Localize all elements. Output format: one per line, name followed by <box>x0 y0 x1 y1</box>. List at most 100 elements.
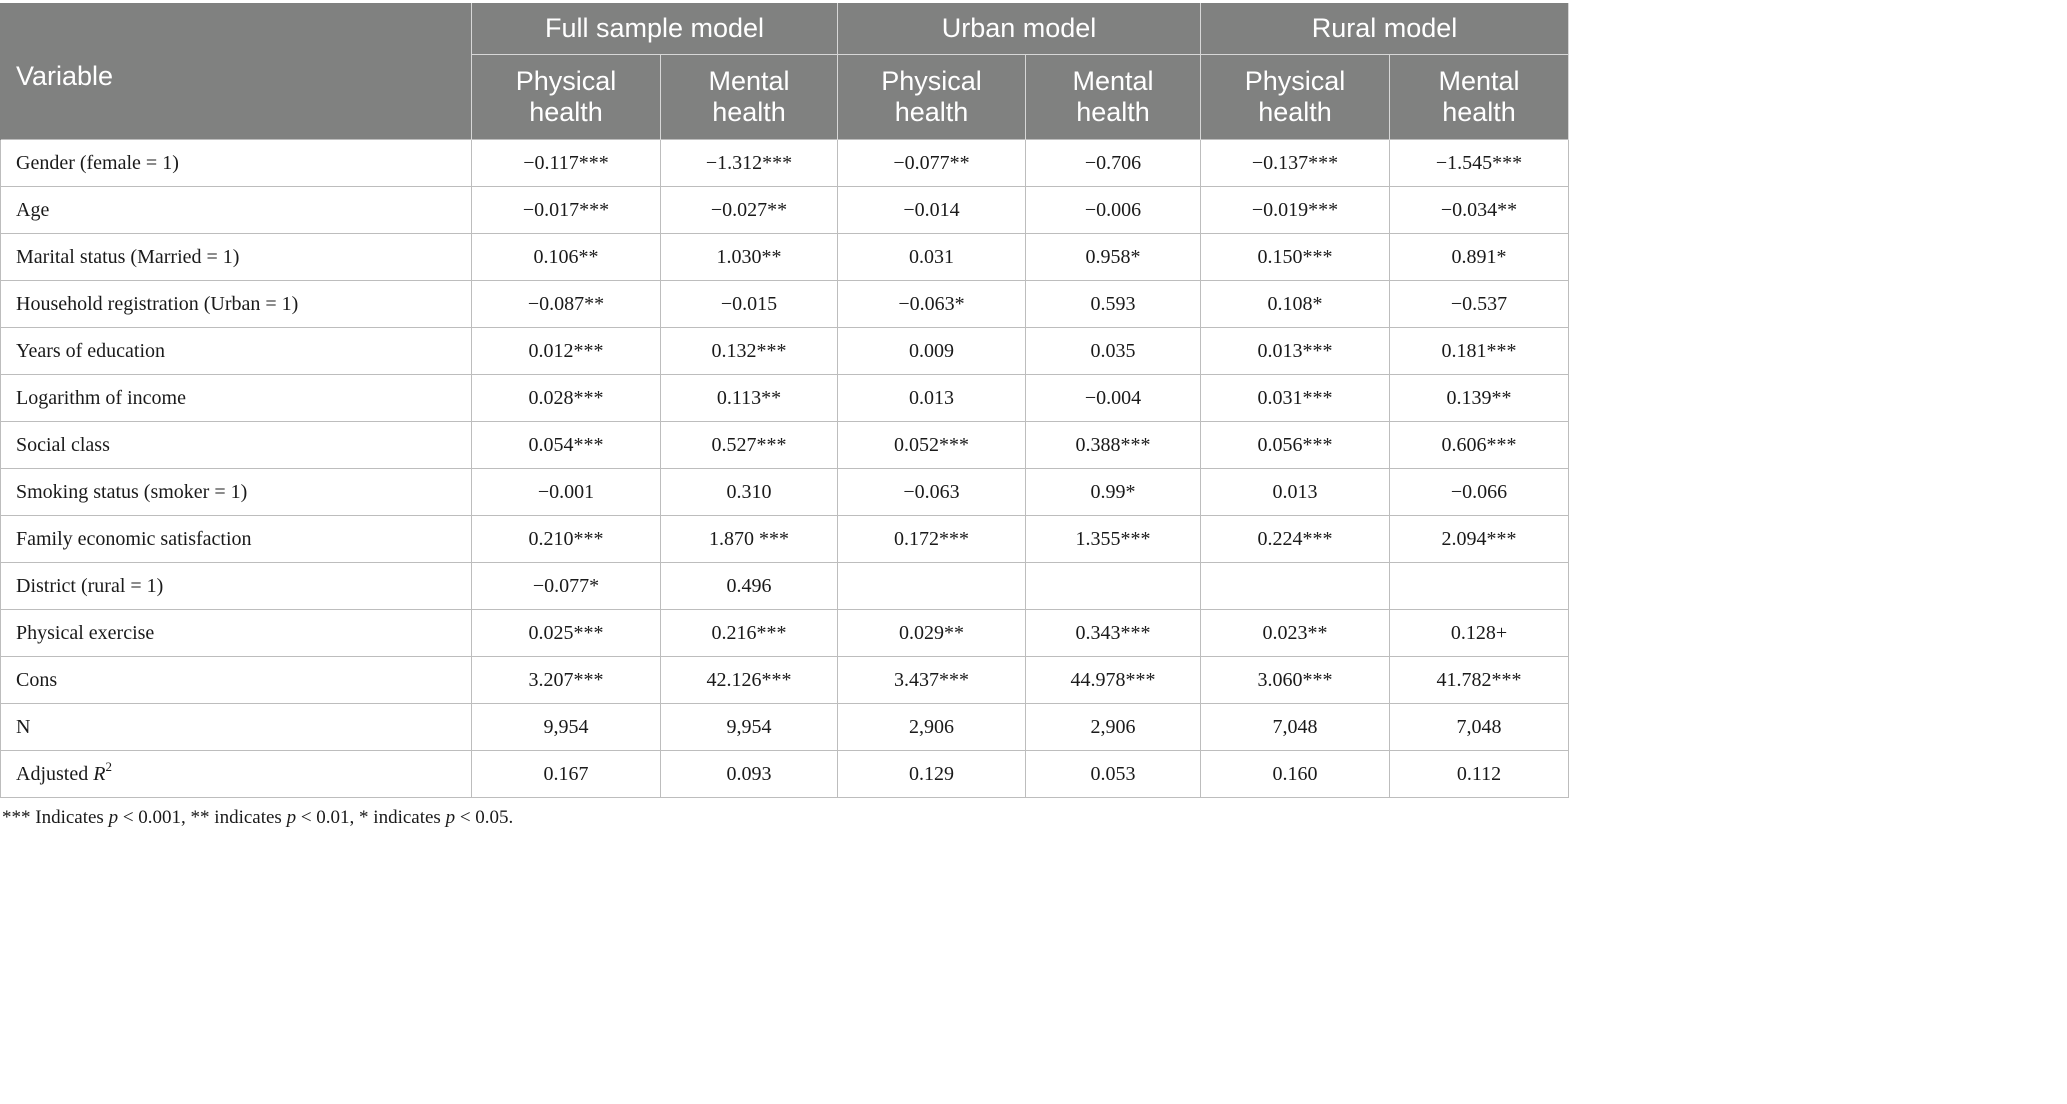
coefficient-cell: −1.545*** <box>1389 139 1570 187</box>
coefficient-cell: 0.013*** <box>1200 327 1391 375</box>
row-variable-label: Age <box>0 186 472 234</box>
coefficient-cell: 0.112 <box>1389 750 1570 798</box>
table-row: Adjusted R2 0.167 0.093 0.129 0.053 0.160 0.11… <box>0 750 1570 798</box>
coefficient-cell: 2,906 <box>1024 703 1202 751</box>
coefficient-cell: −0.063 <box>837 468 1026 516</box>
coefficient-cell: 9,954 <box>471 703 661 751</box>
coefficient-cell: −0.706 <box>1024 139 1202 187</box>
coefficient-cell <box>1024 562 1202 610</box>
coefficient-cell: 0.012*** <box>471 327 661 375</box>
header-sub-row: Physical health Mental health Physical h… <box>1 54 1570 140</box>
subheader-urban-mental: Mental health <box>1024 54 1202 140</box>
coefficient-cell: 0.106** <box>471 233 661 281</box>
coefficient-cell: −0.004 <box>1024 374 1202 422</box>
coefficient-cell: 0.052*** <box>837 421 1026 469</box>
table-row: Household registration (Urban = 1) −0.087… <box>0 280 1570 328</box>
row-variable-label: Social class <box>0 421 472 469</box>
regression-table: Variable Full sample model Urban model R… <box>0 3 1570 798</box>
row-variable-label: Logarithm of income <box>0 374 472 422</box>
coefficient-cell: 41.782*** <box>1389 656 1570 704</box>
coefficient-cell: 0.172*** <box>837 515 1026 563</box>
coefficient-cell: 0.031 <box>837 233 1026 281</box>
row-variable-label: Cons <box>0 656 472 704</box>
coefficient-cell: −0.537 <box>1389 280 1570 328</box>
coefficient-cell: 0.023** <box>1200 609 1391 657</box>
coefficient-cell: 0.025*** <box>471 609 661 657</box>
table-row: Years of education 0.012*** 0.132*** 0.009 0… <box>0 327 1570 375</box>
significance-footnote: *** Indicates p < 0.001, ** indicates p … <box>2 807 514 828</box>
table-body: Gender (female = 1) −0.117*** −1.312*** −0.… <box>0 139 1570 798</box>
coefficient-cell: 0.139** <box>1389 374 1570 422</box>
table-row: Cons 3.207*** 42.126*** 3.437*** 44.978*** 3.… <box>0 656 1570 704</box>
row-variable-label: District (rural = 1) <box>0 562 472 610</box>
coefficient-cell: −0.006 <box>1024 186 1202 234</box>
coefficient-cell: −0.087** <box>471 280 661 328</box>
coefficient-cell: 0.108* <box>1200 280 1391 328</box>
coefficient-cell: −0.027** <box>660 186 838 234</box>
coefficient-cell: −0.034** <box>1389 186 1570 234</box>
coefficient-cell: 0.031*** <box>1200 374 1391 422</box>
coefficient-cell: −0.015 <box>660 280 838 328</box>
table-header: Variable Full sample model Urban model R… <box>0 3 1570 140</box>
row-variable-label: Physical exercise <box>0 609 472 657</box>
coefficient-cell: 0.113** <box>660 374 838 422</box>
coefficient-cell: 2,906 <box>837 703 1026 751</box>
subheader-rural-physical: Physical health <box>1200 54 1391 140</box>
coefficient-cell: 7,048 <box>1200 703 1391 751</box>
variable-column-header: Variable <box>0 3 472 140</box>
coefficient-cell: 0.224*** <box>1200 515 1391 563</box>
table-row: District (rural = 1) −0.077* 0.496 <box>0 562 1570 610</box>
coefficient-cell: −0.017*** <box>471 186 661 234</box>
coefficient-cell: 3.060*** <box>1200 656 1391 704</box>
coefficient-cell: −0.077* <box>471 562 661 610</box>
coefficient-cell: 0.958* <box>1024 233 1202 281</box>
coefficient-cell: 1.870 *** <box>660 515 838 563</box>
row-variable-label: Family economic satisfaction <box>0 515 472 563</box>
coefficient-cell: 2.094*** <box>1389 515 1570 563</box>
coefficient-cell: −0.014 <box>837 186 1026 234</box>
table-row: Physical exercise 0.025*** 0.216*** 0.029**… <box>0 609 1570 657</box>
coefficient-cell: 0.093 <box>660 750 838 798</box>
coefficient-cell: 1.355*** <box>1024 515 1202 563</box>
coefficient-cell: 0.150*** <box>1200 233 1391 281</box>
row-variable-label: Household registration (Urban = 1) <box>0 280 472 328</box>
coefficient-cell: 0.013 <box>1200 468 1391 516</box>
row-variable-label: Years of education <box>0 327 472 375</box>
coefficient-cell: 0.053 <box>1024 750 1202 798</box>
coefficient-cell: 0.009 <box>837 327 1026 375</box>
coefficient-cell: 0.216*** <box>660 609 838 657</box>
coefficient-cell: −0.137*** <box>1200 139 1391 187</box>
coefficient-cell: −0.063* <box>837 280 1026 328</box>
coefficient-cell: 44.978*** <box>1024 656 1202 704</box>
coefficient-cell: 0.891* <box>1389 233 1570 281</box>
table-row: Gender (female = 1) −0.117*** −1.312*** −0.… <box>0 139 1570 187</box>
row-variable-label: Adjusted R2 <box>0 750 472 798</box>
coefficient-cell: 0.496 <box>660 562 838 610</box>
subheader-full-mental: Mental health <box>660 54 838 140</box>
table-row: Logarithm of income 0.028*** 0.113** 0.013−… <box>0 374 1570 422</box>
coefficient-cell: 0.029** <box>837 609 1026 657</box>
row-variable-label: Gender (female = 1) <box>0 139 472 187</box>
coefficient-cell: 0.056*** <box>1200 421 1391 469</box>
group-header-full-sample: Full sample model <box>471 3 838 55</box>
coefficient-cell: 0.181*** <box>1389 327 1570 375</box>
table-row: Social class 0.054*** 0.527*** 0.052*** 0.38… <box>0 421 1570 469</box>
coefficient-cell: 0.129 <box>837 750 1026 798</box>
coefficient-cell: −0.066 <box>1389 468 1570 516</box>
coefficient-cell <box>837 562 1026 610</box>
coefficient-cell: −0.117*** <box>471 139 661 187</box>
coefficient-cell: 9,954 <box>660 703 838 751</box>
coefficient-cell: 3.207*** <box>471 656 661 704</box>
coefficient-cell: 0.593 <box>1024 280 1202 328</box>
subheader-rural-mental: Mental health <box>1389 54 1570 140</box>
group-header-urban: Urban model <box>836 3 1202 55</box>
coefficient-cell: 0.035 <box>1024 327 1202 375</box>
coefficient-cell: 0.606*** <box>1389 421 1570 469</box>
header-group-row: Variable Full sample model Urban model R… <box>0 3 1570 140</box>
coefficient-cell: 0.054*** <box>471 421 661 469</box>
coefficient-cell: 0.132*** <box>660 327 838 375</box>
row-variable-label: Marital status (Married = 1) <box>0 233 472 281</box>
coefficient-cell <box>1389 562 1570 610</box>
table-row: Smoking status (smoker = 1) −0.001 0.310 −0… <box>0 468 1570 516</box>
coefficient-cell: 0.128+ <box>1389 609 1570 657</box>
